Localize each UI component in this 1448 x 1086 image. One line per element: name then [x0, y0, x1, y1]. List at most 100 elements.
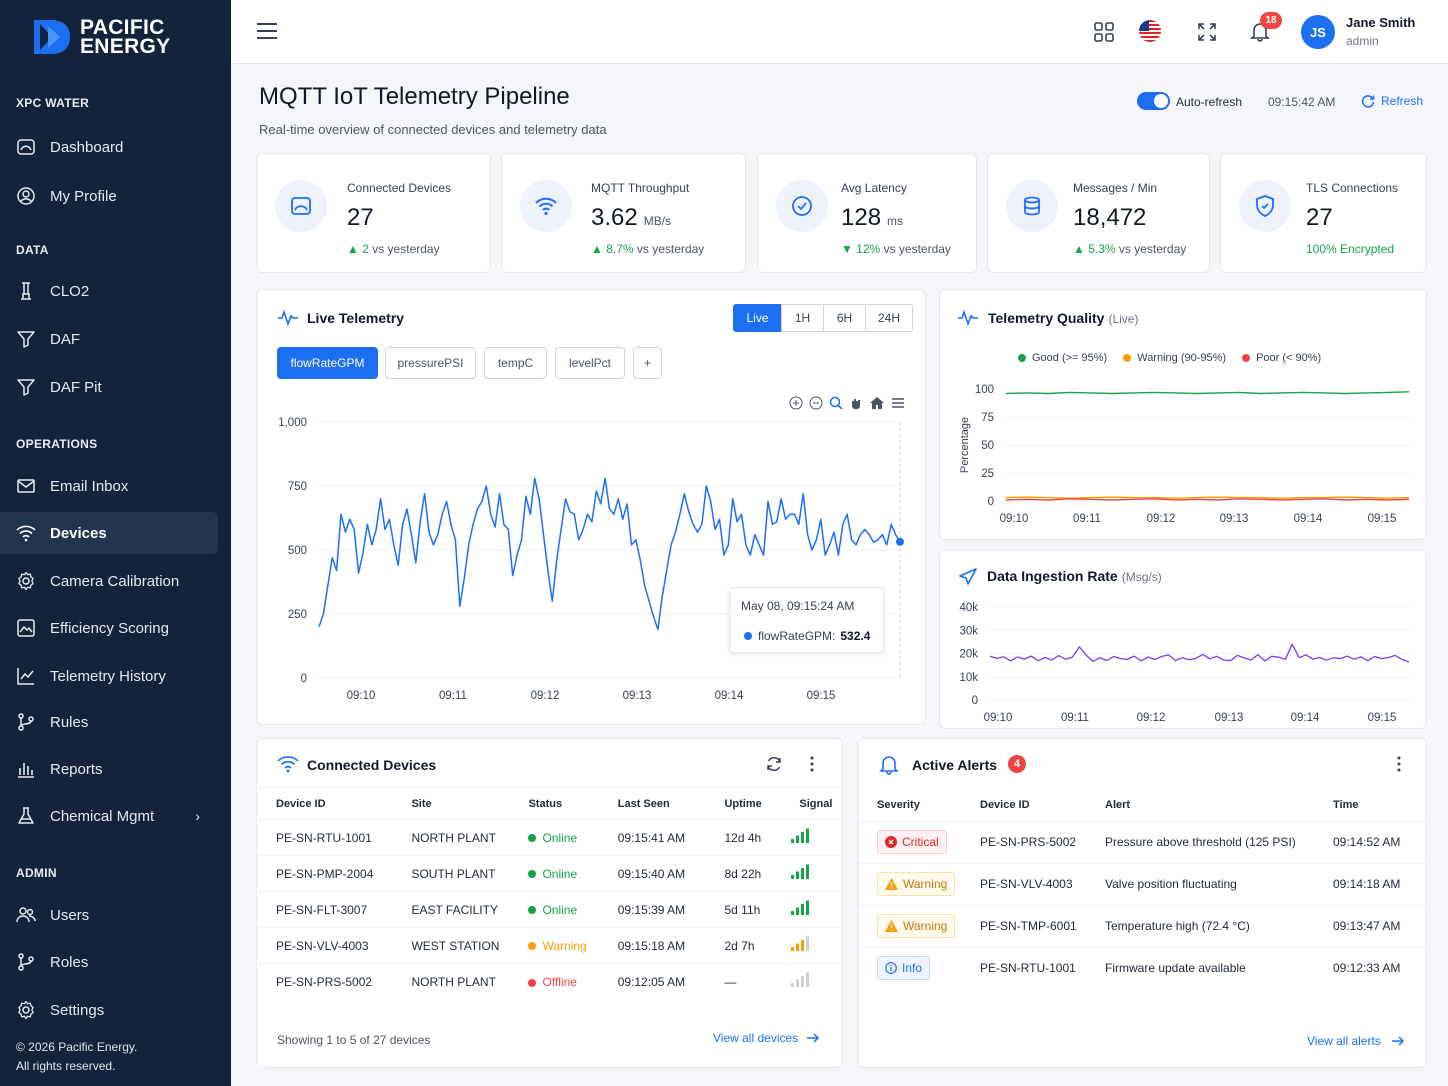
kpi-label: Connected Devices	[347, 181, 452, 195]
chart-line-icon	[17, 668, 34, 685]
us-flag-icon[interactable]	[1137, 20, 1163, 42]
status-cell: Warning	[509, 927, 599, 964]
column-header[interactable]: Signal	[799, 797, 833, 810]
table-row[interactable]: Warning PE-SN-TMP-6001 Temperature high (7…	[858, 904, 1426, 947]
legend-item-0[interactable]: Good (>= 95%)	[1018, 352, 1107, 364]
table-row[interactable]: Critical PE-SN-PRS-5002 Pressure above thr…	[858, 820, 1426, 863]
data-ingestion-chart[interactable]: 0 10k 20k 30k 40k 09:10 09:11 09:12 09:13 09:14 09…	[940, 550, 1428, 730]
sidebar-item-settings[interactable]: Settings	[0, 989, 218, 1031]
sidebar-item-label: Email Inbox	[50, 477, 129, 495]
legend-item-2[interactable]: Poor (< 90%)	[1242, 352, 1321, 364]
table-row[interactable]: PE-SN-FLT-3007 EAST FACILITY Online 09:15:3…	[257, 891, 842, 928]
range-1h[interactable]: 1H	[781, 304, 824, 332]
table-row[interactable]: PE-SN-PRS-5002 NORTH PLANT Offline 09:12:05…	[257, 963, 842, 1000]
refresh-icon[interactable]	[766, 756, 782, 772]
sidebar-item-email-inbox[interactable]: Email Inbox	[0, 465, 218, 507]
chart-menu-icon[interactable]	[891, 396, 905, 410]
sidebar-item-my-profile[interactable]: My Profile	[0, 175, 218, 217]
sidebar-item-reports[interactable]: Reports	[0, 748, 218, 790]
column-header[interactable]: Site	[411, 797, 432, 810]
zoom-in-icon[interactable]	[789, 396, 803, 410]
metric-chip-flowrategpm[interactable]: flowRateGPM	[277, 347, 378, 379]
site-cell: NORTH PLANT	[392, 819, 510, 856]
sidebar-item-efficiency-scoring[interactable]: Efficiency Scoring	[0, 607, 218, 649]
zoom-select-icon[interactable]	[829, 396, 843, 410]
more-vertical-icon[interactable]	[809, 756, 815, 772]
hamburger-menu-icon[interactable]	[256, 22, 278, 40]
alert-time-cell: 09:12:33 AM	[1314, 946, 1426, 989]
wifi-icon	[16, 525, 36, 542]
metric-chip-levelpct[interactable]: levelPct	[555, 347, 625, 379]
sidebar-item-daf[interactable]: DAF	[0, 318, 218, 360]
column-header[interactable]: Uptime	[724, 797, 762, 810]
legend-dot	[1123, 354, 1132, 362]
brand-logo[interactable]: PACIFIC ENERGY	[32, 16, 171, 57]
device-id-cell: PE-SN-VLV-4003	[961, 862, 1086, 905]
copyright-line1: © 2026 Pacific Energy.	[16, 1040, 138, 1054]
table-row[interactable]: PE-SN-VLV-4003 WEST STATION Warning 09:15:1…	[257, 927, 842, 964]
quality-y-axis-label: Percentage	[959, 417, 971, 473]
table-row[interactable]: Warning PE-SN-VLV-4003 Valve position fluc…	[858, 862, 1426, 905]
sidebar-item-devices[interactable]: Devices	[0, 512, 218, 554]
quality-x-tick: 09:14	[1294, 513, 1323, 525]
reset-home-icon[interactable]	[869, 396, 885, 410]
mail-icon	[17, 479, 35, 493]
live-y-tick: 750	[288, 481, 307, 493]
column-header[interactable]: Alert	[1105, 798, 1131, 811]
sidebar-item-dashboard[interactable]: Dashboard	[0, 126, 218, 168]
column-header[interactable]: Severity	[877, 798, 920, 811]
range-24h[interactable]: 24H	[865, 304, 913, 332]
severity-cell: Info	[858, 946, 961, 989]
live-telemetry-chart[interactable]: 0 250 500 750 1,000 09:10 09:11 09:12 09:13 09:14…	[257, 290, 927, 726]
column-header[interactable]: Last Seen	[617, 797, 670, 810]
table-row[interactable]: Info PE-SN-RTU-1001 Firmware update availa…	[858, 946, 1426, 989]
column-header[interactable]: Device ID	[980, 798, 1030, 811]
auto-refresh-toggle[interactable]	[1137, 92, 1170, 110]
user-name[interactable]: Jane Smith	[1346, 15, 1416, 30]
column-header[interactable]: Status	[528, 797, 563, 810]
telemetry-quality-chart[interactable]: 0 25 50 75 100 09:10 09:11 09:12 09:13 09:14 09:15…	[940, 290, 1428, 541]
view-all-alerts-link[interactable]: View all alerts	[1307, 1034, 1405, 1048]
sidebar-item-chemical-mgmt[interactable]: Chemical Mgmt ›	[0, 795, 218, 837]
device-id-cell: PE-SN-RTU-1001	[257, 819, 393, 856]
metric-chip-tempc[interactable]: tempC	[484, 347, 547, 379]
kpi-delta: ▲ 2 vs yesterday	[347, 242, 440, 256]
sidebar-item-users[interactable]: Users	[0, 894, 218, 936]
pan-hand-icon[interactable]	[849, 396, 863, 410]
sidebar-item-roles[interactable]: Roles	[0, 941, 218, 983]
status-label: Online	[542, 830, 578, 845]
live-y-tick: 250	[288, 609, 307, 621]
kpi-card-connected-devices: Connected Devices 27 ▲ 2 vs yesterday	[256, 153, 491, 273]
site-cell: SOUTH PLANT	[392, 855, 510, 892]
sidebar-item-rules[interactable]: Rules	[0, 701, 218, 743]
brand-line1: PACIFIC	[80, 16, 165, 39]
beaker-icon	[18, 807, 34, 824]
chart-tooltip: May 08, 09:15:24 AM flowRateGPM: 532.4	[729, 587, 884, 653]
avatar[interactable]: JS	[1301, 15, 1335, 49]
table-row[interactable]: PE-SN-RTU-1001 NORTH PLANT Online 09:15:41 …	[257, 819, 842, 856]
more-vertical-icon[interactable]	[1396, 756, 1402, 772]
range-6h[interactable]: 6H	[823, 304, 866, 332]
sidebar-item-clo2[interactable]: CLO2	[0, 270, 218, 312]
add-metric-button[interactable]: +	[633, 347, 662, 379]
refresh-button[interactable]: Refresh	[1361, 94, 1423, 108]
legend-item-1[interactable]: Warning (90-95%)	[1123, 352, 1226, 364]
filter-icon	[17, 331, 35, 348]
ingest-x-tick: 09:14	[1291, 712, 1320, 724]
chart-toolbar	[789, 396, 905, 410]
column-header[interactable]: Time	[1333, 798, 1359, 811]
metric-chip-pressurepsi[interactable]: pressurePSI	[385, 347, 476, 379]
sidebar-item-camera-calibration[interactable]: Camera Calibration	[0, 560, 218, 602]
apps-grid-icon[interactable]	[1094, 22, 1114, 42]
table-row[interactable]: PE-SN-PMP-2004 SOUTH PLANT Online 09:15:40 …	[257, 855, 842, 892]
column-header[interactable]: Device ID	[276, 797, 326, 810]
fullscreen-icon[interactable]	[1198, 23, 1216, 41]
device-id-cell: PE-SN-PRS-5002	[961, 820, 1086, 863]
sidebar-item-telemetry-history[interactable]: Telemetry History	[0, 655, 218, 697]
sidebar-item-daf-pit[interactable]: DAF Pit	[0, 366, 218, 408]
status-dot	[528, 870, 537, 879]
view-all-devices-link[interactable]: View all devices	[713, 1031, 820, 1045]
zoom-out-icon[interactable]	[809, 396, 823, 410]
kpi-icon-wrap	[520, 180, 572, 232]
bar-chart-icon	[18, 763, 34, 778]
